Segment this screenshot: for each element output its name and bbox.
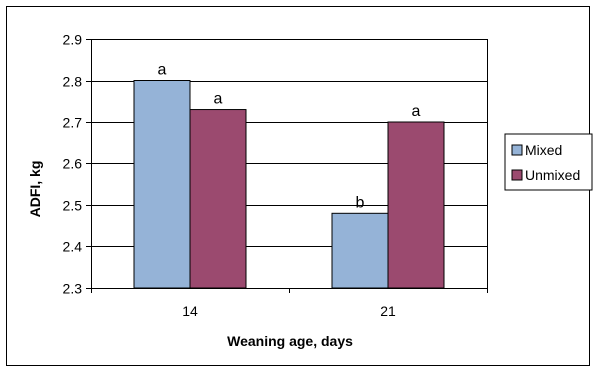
- significance-label: b: [356, 194, 365, 211]
- y-tick-label: 2.3: [63, 281, 83, 297]
- x-axis-title: Weaning age, days: [227, 333, 353, 349]
- y-axis-title: ADFI, kg: [27, 161, 43, 218]
- bar-unmixed-21: [387, 121, 445, 289]
- bar-unmixed-14: [189, 109, 247, 289]
- legend-label-mixed: Mixed: [525, 142, 562, 158]
- y-tick-label: 2.6: [63, 156, 83, 172]
- bars: [133, 80, 445, 289]
- y-tick-label: 2.5: [63, 198, 83, 214]
- y-tick-label: 2.8: [63, 74, 83, 90]
- bar-mixed-14: [133, 80, 191, 289]
- legend: Mixed Unmixed: [504, 133, 593, 191]
- legend-swatch-mixed: [511, 144, 523, 156]
- y-tick-label: 2.9: [63, 32, 83, 48]
- significance-label: a: [214, 91, 223, 108]
- bar-mixed-21: [331, 212, 389, 289]
- legend-swatch-unmixed: [511, 169, 523, 181]
- chart-border: [6, 6, 590, 366]
- data-labels: a a b a: [158, 62, 421, 212]
- legend-label-unmixed: Unmixed: [525, 167, 580, 183]
- significance-label: a: [158, 62, 167, 79]
- legend-box: [504, 133, 593, 191]
- y-tick-label: 2.7: [63, 115, 83, 131]
- x-tick-label: 14: [182, 303, 198, 319]
- significance-label: a: [412, 103, 421, 120]
- x-tick-label: 21: [380, 303, 396, 319]
- axes: 2.3 2.4 2.5 2.6 2.7 2.8 2.9 14 21: [63, 32, 488, 319]
- y-tick-label: 2.4: [63, 239, 83, 255]
